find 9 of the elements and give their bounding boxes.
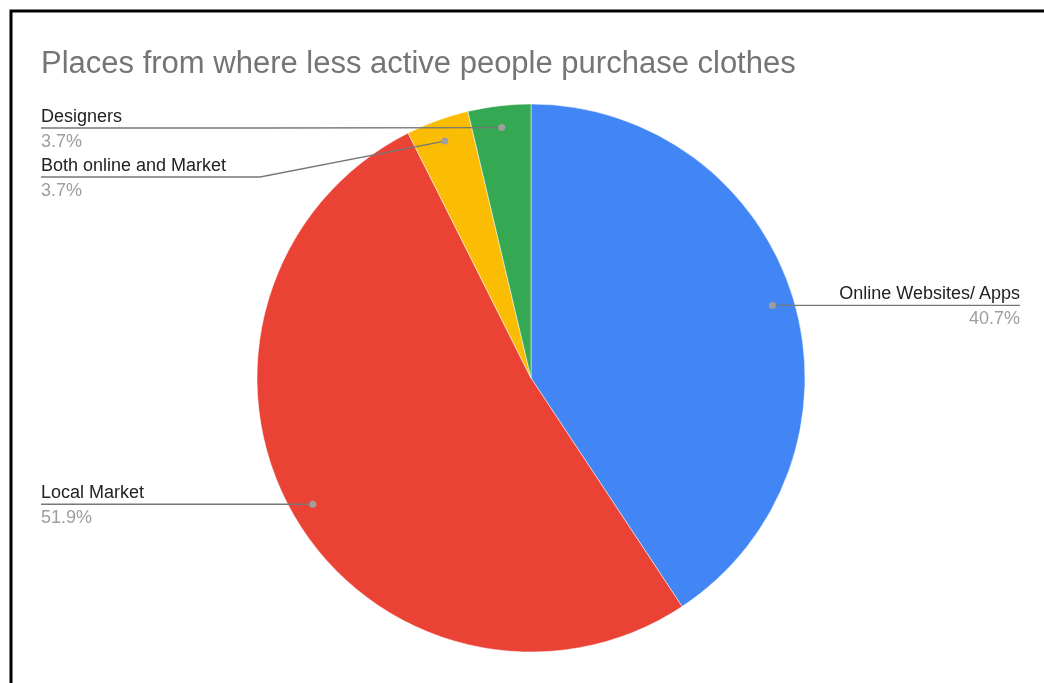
- chart-title: Places from where less active people purchase clothes: [41, 45, 796, 80]
- slice-label: Online Websites/ Apps: [839, 283, 1020, 304]
- data-label: 40.7%: [968, 308, 1020, 329]
- slice-label: Both online and Market: [41, 155, 227, 175]
- slice-label: Designers: [41, 106, 123, 126]
- data-label: 51.9%: [41, 507, 93, 528]
- slice-label: Local Market: [41, 482, 145, 503]
- data-label: 3.7%: [41, 131, 83, 151]
- data-label: 3.7%: [41, 180, 83, 200]
